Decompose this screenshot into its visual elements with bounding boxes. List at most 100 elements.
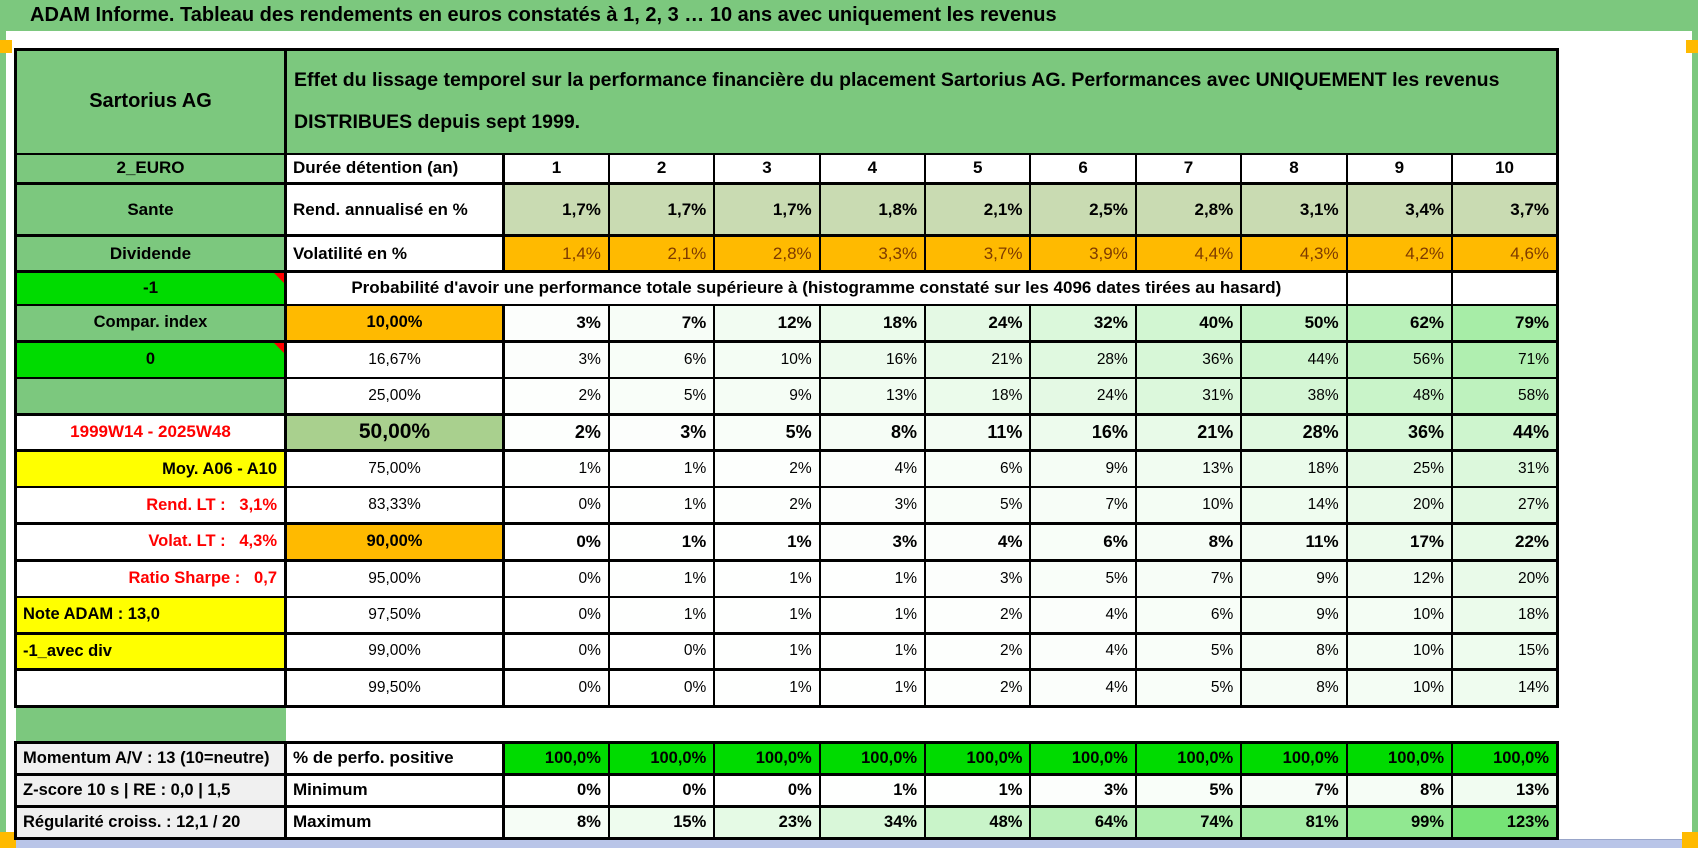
duration-year[interactable]: 7 (1134, 152, 1243, 185)
probability-value[interactable]: 2% (924, 668, 1032, 708)
probability-value[interactable]: 22% (1451, 522, 1560, 562)
header-description[interactable]: Effet du lissage temporel sur la perform… (284, 48, 1560, 155)
row-label[interactable] (14, 376, 287, 416)
probability-value[interactable]: 12% (1345, 559, 1454, 598)
stat-value[interactable]: 74% (1134, 804, 1243, 840)
probability-value[interactable]: 31% (1134, 376, 1243, 416)
probability-value[interactable]: 1% (607, 522, 716, 562)
probability-value[interactable]: 1% (607, 595, 716, 635)
probability-value[interactable]: 20% (1451, 559, 1560, 598)
stat-value[interactable]: 0% (607, 772, 716, 808)
probability-value[interactable]: 3% (818, 522, 927, 562)
probability-value[interactable]: 2% (713, 486, 821, 525)
stat-value[interactable]: 34% (818, 804, 927, 840)
probability-value[interactable]: 1% (713, 668, 821, 708)
annualized-value[interactable]: 1,7% (607, 182, 716, 237)
probability-value[interactable]: 0% (502, 668, 610, 708)
probability-value[interactable]: 18% (924, 376, 1032, 416)
probability-value[interactable]: 31% (1451, 449, 1560, 488)
probability-value[interactable]: 10% (1134, 486, 1243, 525)
annualized-value[interactable]: 1,7% (502, 182, 610, 237)
row-label[interactable]: 0 (14, 340, 287, 379)
probability-value[interactable]: 18% (1451, 595, 1560, 635)
volatility-value[interactable]: 2,1% (607, 234, 716, 273)
probability-value[interactable]: 4% (1029, 595, 1137, 635)
volatility-value[interactable]: 4,6% (1451, 234, 1560, 273)
probability-value[interactable]: 2% (924, 595, 1032, 635)
probability-value[interactable]: 36% (1345, 413, 1454, 452)
volatility-value[interactable]: 3,9% (1029, 234, 1137, 273)
threshold-cell[interactable]: 83,33% (284, 486, 505, 525)
duration-label[interactable]: Durée détention (an) (284, 152, 505, 185)
duration-year[interactable]: 1 (502, 152, 610, 185)
threshold-cell[interactable]: 50,00% (284, 413, 505, 452)
threshold-cell[interactable]: 25,00% (284, 376, 505, 416)
probability-value[interactable]: 4% (1029, 668, 1137, 708)
stat-value[interactable]: 100,0% (924, 740, 1032, 776)
duration-year[interactable]: 3 (713, 152, 821, 185)
probability-value[interactable]: 10% (1345, 668, 1454, 708)
annualized-value[interactable]: 2,1% (924, 182, 1032, 237)
stat-label[interactable]: Maximum (284, 804, 505, 840)
stat-label[interactable]: % de perfo. positive (284, 740, 505, 776)
probability-value[interactable]: 6% (607, 340, 716, 379)
stat-value[interactable]: 81% (1240, 804, 1348, 840)
probability-value[interactable]: 1% (818, 632, 927, 671)
stat-value[interactable]: 0% (713, 772, 821, 808)
stat-value[interactable]: 100,0% (713, 740, 821, 776)
probability-value[interactable]: 9% (713, 376, 821, 416)
volatility-value[interactable]: 4,4% (1134, 234, 1243, 273)
stat-value[interactable]: 23% (713, 804, 821, 840)
probability-value[interactable]: 0% (502, 559, 610, 598)
probability-value[interactable]: 21% (1134, 413, 1243, 452)
probability-value[interactable]: 9% (1029, 449, 1137, 488)
probability-value[interactable]: 71% (1451, 340, 1560, 379)
probability-value[interactable]: 1% (713, 522, 821, 562)
stat-value[interactable]: 7% (1240, 772, 1348, 808)
probability-value[interactable]: 24% (1029, 376, 1137, 416)
probability-value[interactable]: 25% (1345, 449, 1454, 488)
probability-value[interactable]: 6% (1029, 522, 1137, 562)
probability-value[interactable]: 8% (1240, 668, 1348, 708)
row-label[interactable]: Rend. LT : 3,1% (14, 486, 287, 525)
probability-value[interactable]: 50% (1240, 303, 1348, 343)
indicator-label[interactable]: Z-score 10 s | RE : 0,0 | 1,5 (14, 772, 287, 808)
stat-value[interactable]: 64% (1029, 804, 1137, 840)
stat-value[interactable]: 1% (924, 772, 1032, 808)
probability-value[interactable]: 8% (818, 413, 927, 452)
probability-value[interactable]: 15% (1451, 632, 1560, 671)
probability-value[interactable]: 62% (1345, 303, 1454, 343)
probability-value[interactable]: 9% (1240, 595, 1348, 635)
probability-value[interactable]: 1% (818, 595, 927, 635)
probability-value[interactable]: 4% (1029, 632, 1137, 671)
probability-value[interactable]: 2% (502, 413, 610, 452)
stat-value[interactable]: 100,0% (818, 740, 927, 776)
bottom-scroll-strip[interactable] (0, 839, 1698, 848)
probability-value[interactable]: 44% (1451, 413, 1560, 452)
probability-value[interactable]: 6% (1134, 595, 1243, 635)
stat-value[interactable]: 100,0% (1345, 740, 1454, 776)
row-label[interactable] (14, 668, 287, 708)
probability-value[interactable]: 11% (924, 413, 1032, 452)
stat-value[interactable]: 8% (1345, 772, 1454, 808)
sector-cell[interactable]: Sante (14, 182, 287, 237)
row-label[interactable]: Moy. A06 - A10 (14, 449, 287, 488)
probability-value[interactable]: 16% (1029, 413, 1137, 452)
probability-value[interactable]: 1% (607, 559, 716, 598)
stat-label[interactable]: Minimum (284, 772, 505, 808)
empty-cell[interactable] (1345, 270, 1454, 306)
spacer-green-block[interactable] (15, 706, 286, 742)
probability-value[interactable]: 5% (1134, 668, 1243, 708)
probability-value[interactable]: 12% (713, 303, 821, 343)
stat-value[interactable]: 100,0% (1451, 740, 1560, 776)
probability-value[interactable]: 5% (1134, 632, 1243, 671)
probability-value[interactable]: 10% (1345, 595, 1454, 635)
probability-value[interactable]: 10% (713, 340, 821, 379)
stat-value[interactable]: 8% (502, 804, 610, 840)
annualized-value[interactable]: 3,7% (1451, 182, 1560, 237)
probability-value[interactable]: 1% (607, 486, 716, 525)
spacer[interactable] (286, 706, 1558, 742)
probability-value[interactable]: 79% (1451, 303, 1560, 343)
volatility-value[interactable]: 4,2% (1345, 234, 1454, 273)
stat-value[interactable]: 13% (1451, 772, 1560, 808)
